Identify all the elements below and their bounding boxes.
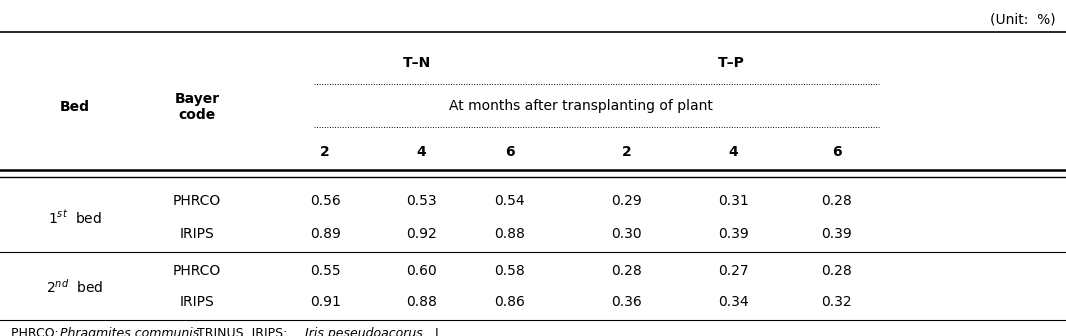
Text: 0.28: 0.28: [612, 264, 642, 278]
Text: Bayer
code: Bayer code: [175, 92, 220, 122]
Text: TRINUS. IRIPS:: TRINUS. IRIPS:: [193, 327, 291, 336]
Text: PHRCO:: PHRCO:: [11, 327, 62, 336]
Text: 0.56: 0.56: [310, 194, 340, 208]
Text: PHRCO: PHRCO: [173, 194, 222, 208]
Text: 0.55: 0.55: [310, 264, 340, 278]
Text: 0.86: 0.86: [495, 295, 524, 309]
Text: 0.60: 0.60: [406, 264, 436, 278]
Text: 2$^{nd}$  bed: 2$^{nd}$ bed: [46, 278, 103, 296]
Text: 0.53: 0.53: [406, 194, 436, 208]
Text: IRIPS: IRIPS: [180, 295, 214, 309]
Text: IRIPS: IRIPS: [180, 227, 214, 241]
Text: T–N: T–N: [403, 56, 432, 70]
Text: (Unit:  %): (Unit: %): [989, 12, 1055, 26]
Text: 1$^{st}$  bed: 1$^{st}$ bed: [48, 209, 101, 226]
Text: 4: 4: [728, 144, 739, 159]
Text: Bed: Bed: [60, 100, 90, 114]
Text: Iris peseudoacorus: Iris peseudoacorus: [305, 327, 422, 336]
Text: 4: 4: [416, 144, 426, 159]
Text: 0.31: 0.31: [718, 194, 748, 208]
Text: L.: L.: [431, 327, 446, 336]
Text: 0.89: 0.89: [310, 227, 340, 241]
Text: 0.88: 0.88: [495, 227, 524, 241]
Text: 0.28: 0.28: [822, 194, 852, 208]
Text: 0.91: 0.91: [310, 295, 340, 309]
Text: 0.28: 0.28: [822, 264, 852, 278]
Text: 0.39: 0.39: [718, 227, 748, 241]
Text: At months after transplanting of plant: At months after transplanting of plant: [449, 99, 713, 113]
Text: 2: 2: [320, 144, 330, 159]
Text: T–P: T–P: [718, 56, 745, 70]
Text: 0.39: 0.39: [822, 227, 852, 241]
Text: 0.88: 0.88: [406, 295, 436, 309]
Text: 0.34: 0.34: [718, 295, 748, 309]
Text: PHRCO: PHRCO: [173, 264, 222, 278]
Text: 0.36: 0.36: [612, 295, 642, 309]
Text: 0.30: 0.30: [612, 227, 642, 241]
Text: 2: 2: [621, 144, 632, 159]
Text: 0.58: 0.58: [495, 264, 524, 278]
Text: 0.92: 0.92: [406, 227, 436, 241]
Text: 6: 6: [504, 144, 515, 159]
Text: 0.29: 0.29: [612, 194, 642, 208]
Text: 6: 6: [831, 144, 842, 159]
Text: 0.27: 0.27: [718, 264, 748, 278]
Text: 0.54: 0.54: [495, 194, 524, 208]
Text: 0.32: 0.32: [822, 295, 852, 309]
Text: Phragmites communis: Phragmites communis: [60, 327, 199, 336]
